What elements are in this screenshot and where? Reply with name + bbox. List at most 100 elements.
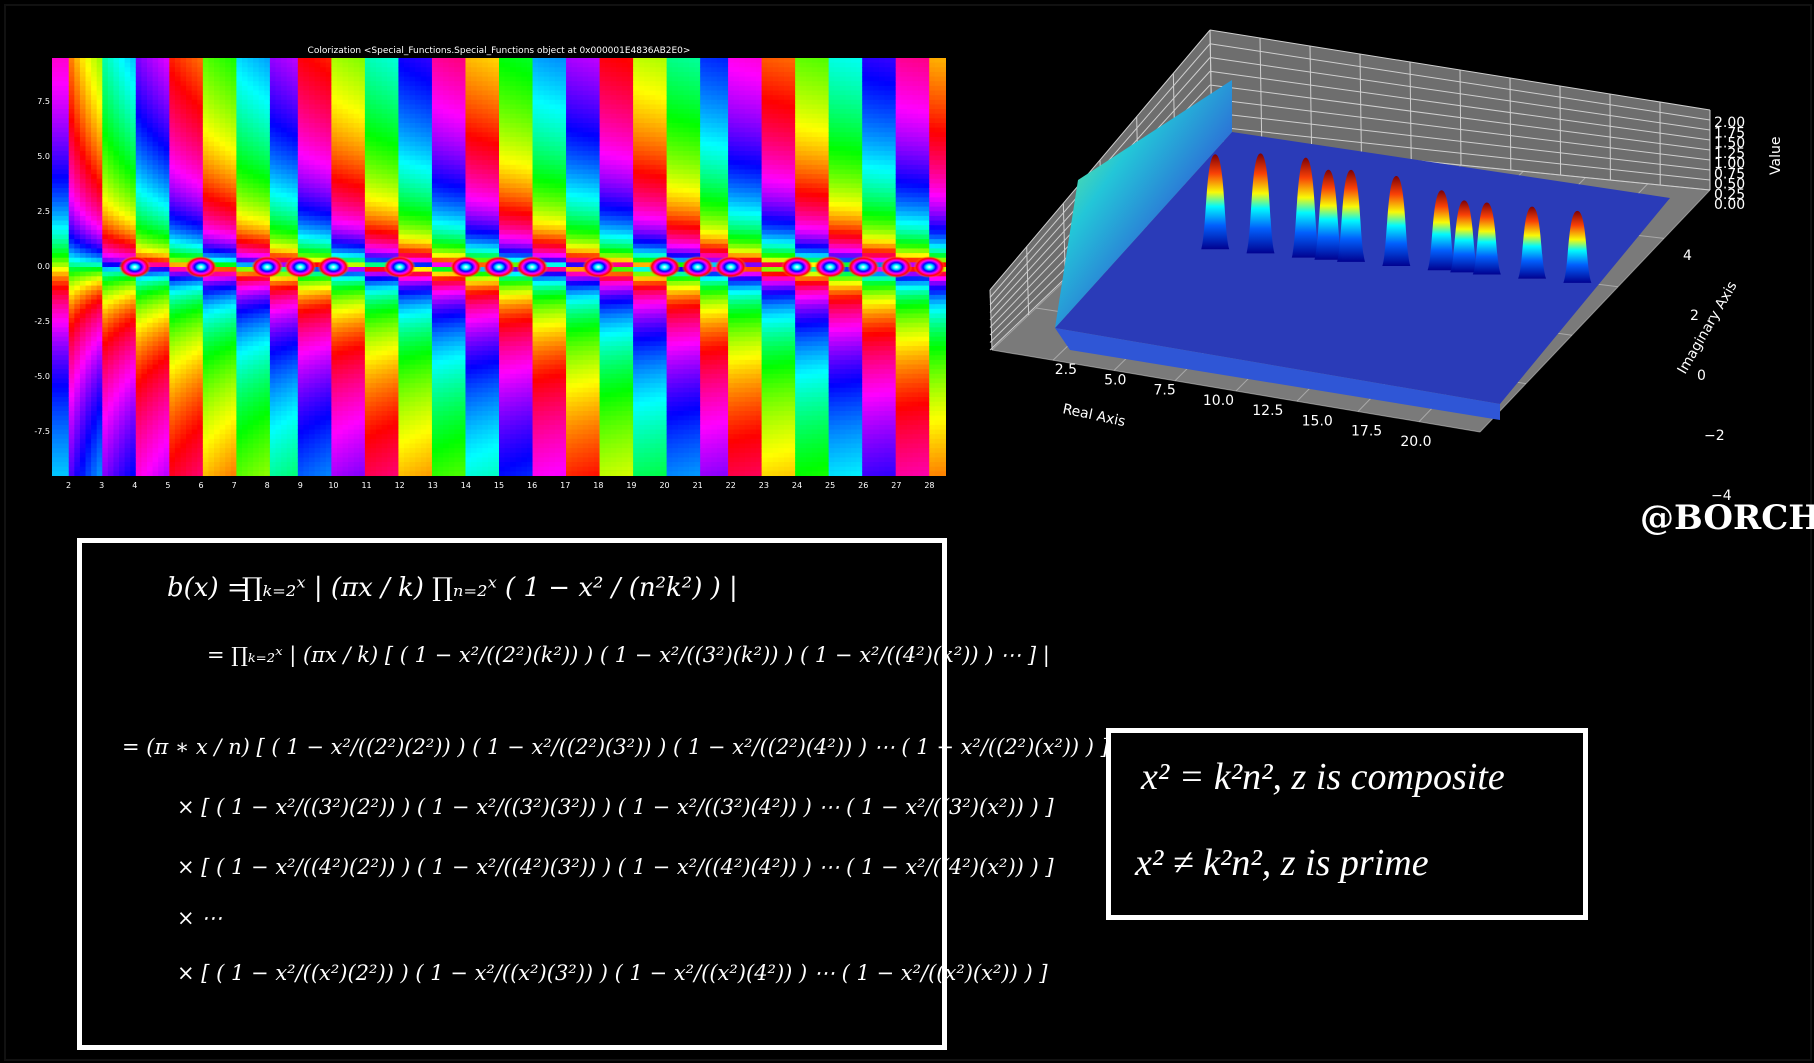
heatmap-cell — [214, 341, 221, 347]
heatmap-cell — [152, 243, 159, 250]
heatmap-cell — [303, 248, 310, 254]
heatmap-cell — [281, 397, 288, 403]
heatmap-cell — [68, 104, 75, 110]
heatmap-cell — [275, 76, 282, 82]
heatmap-cell — [236, 85, 243, 92]
heatmap-cell — [96, 71, 103, 78]
heatmap-cell — [202, 71, 210, 78]
heatmap-cell — [325, 313, 332, 319]
heatmap-cell — [348, 71, 355, 78]
heatmap-cell — [68, 322, 75, 328]
heatmap-cell — [124, 429, 131, 435]
heatmap-cell — [359, 192, 366, 198]
heatmap-cell — [247, 211, 254, 217]
heatmap-cell — [309, 448, 316, 454]
heatmap-cell — [130, 466, 137, 472]
heatmap-cell — [230, 434, 237, 440]
heatmap-cell — [202, 448, 210, 454]
heatmap-cell — [342, 373, 349, 380]
heatmap-cell — [52, 341, 59, 347]
heatmap-cell — [258, 164, 265, 171]
heatmap-cell — [107, 178, 115, 184]
heatmap-cell — [135, 276, 142, 282]
heatmap-cell — [63, 424, 70, 431]
heatmap-cell — [314, 345, 321, 352]
heatmap-cell — [63, 438, 70, 445]
heatmap-cell — [124, 294, 131, 301]
heatmap-cell — [247, 369, 254, 375]
heatmap-cell — [348, 197, 355, 203]
heatmap-cell — [297, 443, 305, 449]
heatmap-cell — [264, 178, 271, 184]
heatmap-cell — [353, 424, 360, 431]
heatmap-cell — [292, 466, 299, 472]
heatmap-cell — [331, 118, 338, 124]
heatmap-cell — [135, 113, 142, 119]
heatmap-cell — [353, 104, 360, 110]
heatmap-cell — [180, 169, 187, 175]
heatmap-cell — [191, 410, 198, 417]
heatmap-cell — [169, 188, 176, 194]
heatmap-cell — [225, 280, 232, 287]
heatmap-cell — [342, 401, 349, 407]
heatmap-cell — [152, 229, 159, 236]
heatmap-cell — [130, 420, 137, 426]
heatmap-cell — [146, 81, 154, 87]
heatmap-cell — [258, 410, 265, 417]
heatmap-cell — [269, 215, 277, 222]
heatmap-cell — [135, 243, 142, 250]
heatmap-cell — [286, 415, 293, 421]
heatmap-cell — [292, 290, 299, 296]
heatmap-cell — [225, 155, 232, 161]
heatmap-cell — [331, 136, 338, 143]
heatmap-cell — [174, 466, 182, 472]
heatmap-cell — [275, 336, 282, 342]
heatmap-cell — [353, 132, 360, 138]
heatmap-cell — [331, 150, 338, 157]
heatmap-cell — [57, 332, 64, 338]
heatmap-cell — [68, 267, 75, 273]
heatmap-cell — [85, 211, 92, 217]
heatmap-cell — [135, 85, 142, 92]
heatmap-cell — [325, 220, 332, 226]
heatmap-cell — [325, 373, 332, 380]
heatmap-cell — [202, 146, 210, 152]
heatmap-cell — [197, 95, 204, 101]
heatmap-cell — [119, 378, 126, 384]
heatmap-cell — [269, 341, 277, 347]
heatmap-cell — [219, 211, 226, 217]
heatmap-cell — [297, 294, 305, 301]
heatmap-cell — [325, 443, 332, 449]
heatmap-cell — [124, 401, 131, 407]
heatmap-cell — [208, 452, 215, 459]
heatmap-cell — [336, 341, 344, 347]
heatmap-cell — [141, 178, 148, 184]
heatmap-cell — [253, 341, 260, 347]
heatmap-cell — [135, 378, 142, 384]
heatmap-cell — [130, 71, 137, 78]
heatmap-cell — [96, 239, 103, 245]
heatmap-cell — [119, 313, 126, 319]
heatmap-cell — [214, 462, 221, 468]
heatmap-cell — [52, 290, 59, 296]
heatmap-cell — [163, 113, 170, 119]
heatmap-cell — [241, 401, 249, 407]
heatmap-cell — [107, 150, 115, 157]
heatmap-cell — [135, 197, 142, 203]
colorization-title: Colorization <Special_Functions.Special_… — [307, 46, 691, 56]
heatmap-cell — [286, 225, 293, 231]
heatmap-cell — [85, 290, 92, 296]
heatmap-cell — [286, 373, 293, 380]
heatmap-cell — [225, 406, 232, 412]
heatmap-cell — [102, 410, 109, 417]
heatmap-cell — [264, 201, 271, 208]
heatmap-cell — [146, 62, 154, 68]
heatmap-cell — [124, 462, 131, 468]
heatmap-cell — [91, 280, 98, 287]
heatmap-cell — [247, 336, 254, 342]
heatmap-cell — [52, 58, 59, 64]
heatmap-cell — [113, 332, 120, 338]
heatmap-cell — [309, 285, 316, 291]
heatmap-cell — [219, 243, 226, 250]
heatmap-cell — [57, 369, 64, 375]
